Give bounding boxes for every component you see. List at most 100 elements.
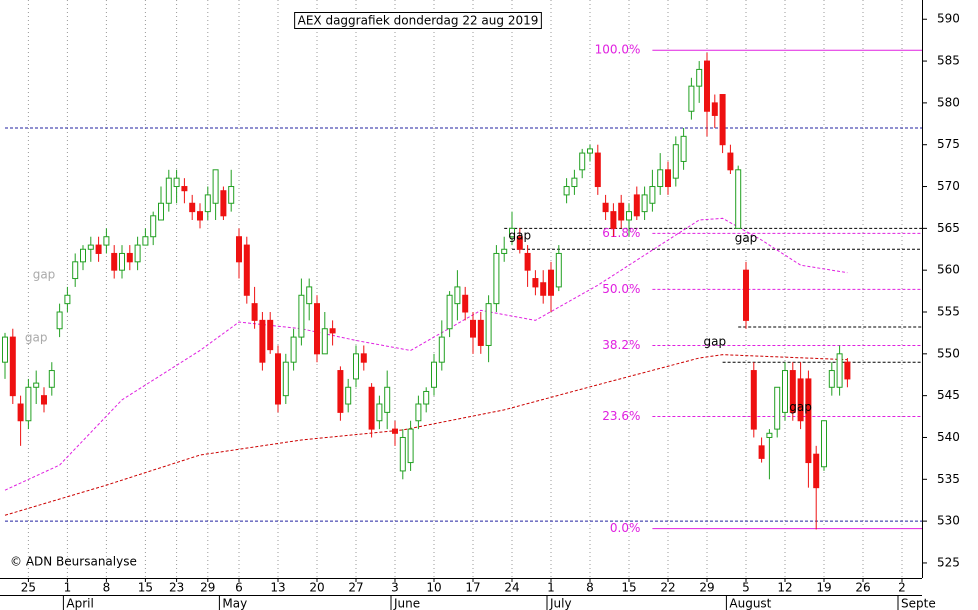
candle-body bbox=[719, 94, 726, 146]
candle-body bbox=[844, 361, 851, 380]
x-tick-label: 26 bbox=[855, 581, 870, 595]
x-tick-label: 10 bbox=[426, 581, 441, 595]
candle-body bbox=[298, 294, 305, 338]
candle-body bbox=[173, 177, 180, 188]
candle-body bbox=[821, 420, 827, 468]
candle-body bbox=[446, 294, 453, 330]
candle-body bbox=[774, 386, 781, 430]
candle-body bbox=[165, 177, 172, 204]
candle-body bbox=[368, 386, 375, 430]
month-label: June bbox=[393, 597, 420, 610]
candle-body bbox=[665, 169, 671, 188]
candle-body bbox=[587, 148, 593, 154]
month-label: May bbox=[222, 597, 247, 610]
candle-body bbox=[782, 370, 788, 413]
candle-body bbox=[657, 169, 664, 188]
moving-average bbox=[4, 354, 848, 516]
candle-body bbox=[548, 269, 554, 296]
candle-body bbox=[797, 378, 804, 422]
candle-body bbox=[555, 252, 562, 288]
candle-body bbox=[750, 370, 757, 430]
candle-body bbox=[735, 169, 742, 229]
candle-body bbox=[220, 190, 227, 217]
candle-body bbox=[438, 336, 445, 363]
candle-body bbox=[633, 194, 640, 217]
candle-body bbox=[56, 311, 63, 330]
x-tick-label: 25 bbox=[21, 581, 36, 595]
candle-body bbox=[524, 252, 531, 271]
candle-body bbox=[64, 294, 71, 305]
candle-body bbox=[696, 68, 703, 87]
candle-body bbox=[25, 386, 32, 422]
x-tick-label: 24 bbox=[504, 581, 519, 595]
candle-body bbox=[407, 428, 414, 464]
y-tick-label: 580 bbox=[937, 95, 960, 109]
candle-body bbox=[72, 261, 79, 280]
candle-body bbox=[836, 353, 843, 388]
candle-body bbox=[477, 319, 484, 346]
y-tick-label: 585 bbox=[937, 54, 960, 68]
candle-body bbox=[189, 202, 196, 213]
candle-body bbox=[462, 294, 469, 313]
candle-body bbox=[727, 152, 734, 171]
candle-body bbox=[150, 215, 157, 238]
candle-body bbox=[649, 186, 656, 204]
annotation: gap bbox=[509, 228, 532, 242]
y-tick-label: 590 bbox=[937, 12, 960, 26]
x-tick-label: 29 bbox=[699, 581, 714, 595]
candle-body bbox=[602, 202, 609, 213]
candle-body bbox=[431, 361, 437, 388]
fib-label: 0.0% bbox=[610, 521, 641, 535]
y-tick-label: 535 bbox=[937, 472, 960, 486]
annotation: gap bbox=[33, 268, 56, 282]
candle-body bbox=[181, 186, 188, 192]
month-label: Septe bbox=[901, 597, 936, 610]
candle-body bbox=[493, 252, 500, 305]
candle-body bbox=[33, 382, 40, 388]
candle-body bbox=[197, 211, 203, 221]
candle-body bbox=[680, 135, 687, 162]
candle-body bbox=[228, 186, 235, 204]
fib-label: 100.0% bbox=[595, 43, 641, 57]
candle-body bbox=[376, 403, 383, 422]
candle-body bbox=[212, 169, 219, 204]
candle-body bbox=[275, 353, 281, 405]
candle-body bbox=[540, 282, 547, 296]
candle-body bbox=[392, 428, 398, 434]
candle-body bbox=[282, 361, 289, 397]
candle-body bbox=[329, 328, 336, 334]
candle-body bbox=[813, 453, 820, 489]
candle-body bbox=[360, 353, 367, 363]
candle-body bbox=[641, 194, 648, 213]
x-tick-label: 1 bbox=[547, 581, 555, 595]
candle-body bbox=[142, 236, 149, 246]
candle-body bbox=[95, 244, 102, 254]
x-tick-label: 23 bbox=[169, 581, 184, 595]
candle-body bbox=[134, 244, 141, 263]
candle-body bbox=[532, 278, 539, 288]
candle-body bbox=[423, 390, 430, 405]
month-label: August bbox=[729, 597, 771, 610]
x-tick-label: 8 bbox=[586, 581, 594, 595]
candle-body bbox=[345, 386, 352, 405]
candle-body bbox=[415, 403, 422, 422]
x-tick-label: 8 bbox=[103, 581, 111, 595]
fib-label: 61.8% bbox=[602, 226, 640, 240]
month-label: April bbox=[66, 597, 93, 610]
candle-body bbox=[259, 319, 266, 363]
candle-body bbox=[789, 370, 796, 413]
candle-body bbox=[87, 244, 94, 250]
candle-body bbox=[509, 227, 515, 238]
candle-body bbox=[571, 177, 578, 188]
x-tick-label: 15 bbox=[621, 581, 636, 595]
candle-body bbox=[579, 152, 586, 171]
candle-body bbox=[828, 370, 835, 388]
x-tick-label: 27 bbox=[348, 581, 363, 595]
y-tick-label: 525 bbox=[937, 555, 960, 569]
x-tick-label: 13 bbox=[270, 581, 285, 595]
candle-body bbox=[314, 303, 320, 355]
candle-body bbox=[353, 353, 359, 380]
annotation: gap bbox=[735, 231, 758, 245]
candle-body bbox=[243, 244, 250, 296]
